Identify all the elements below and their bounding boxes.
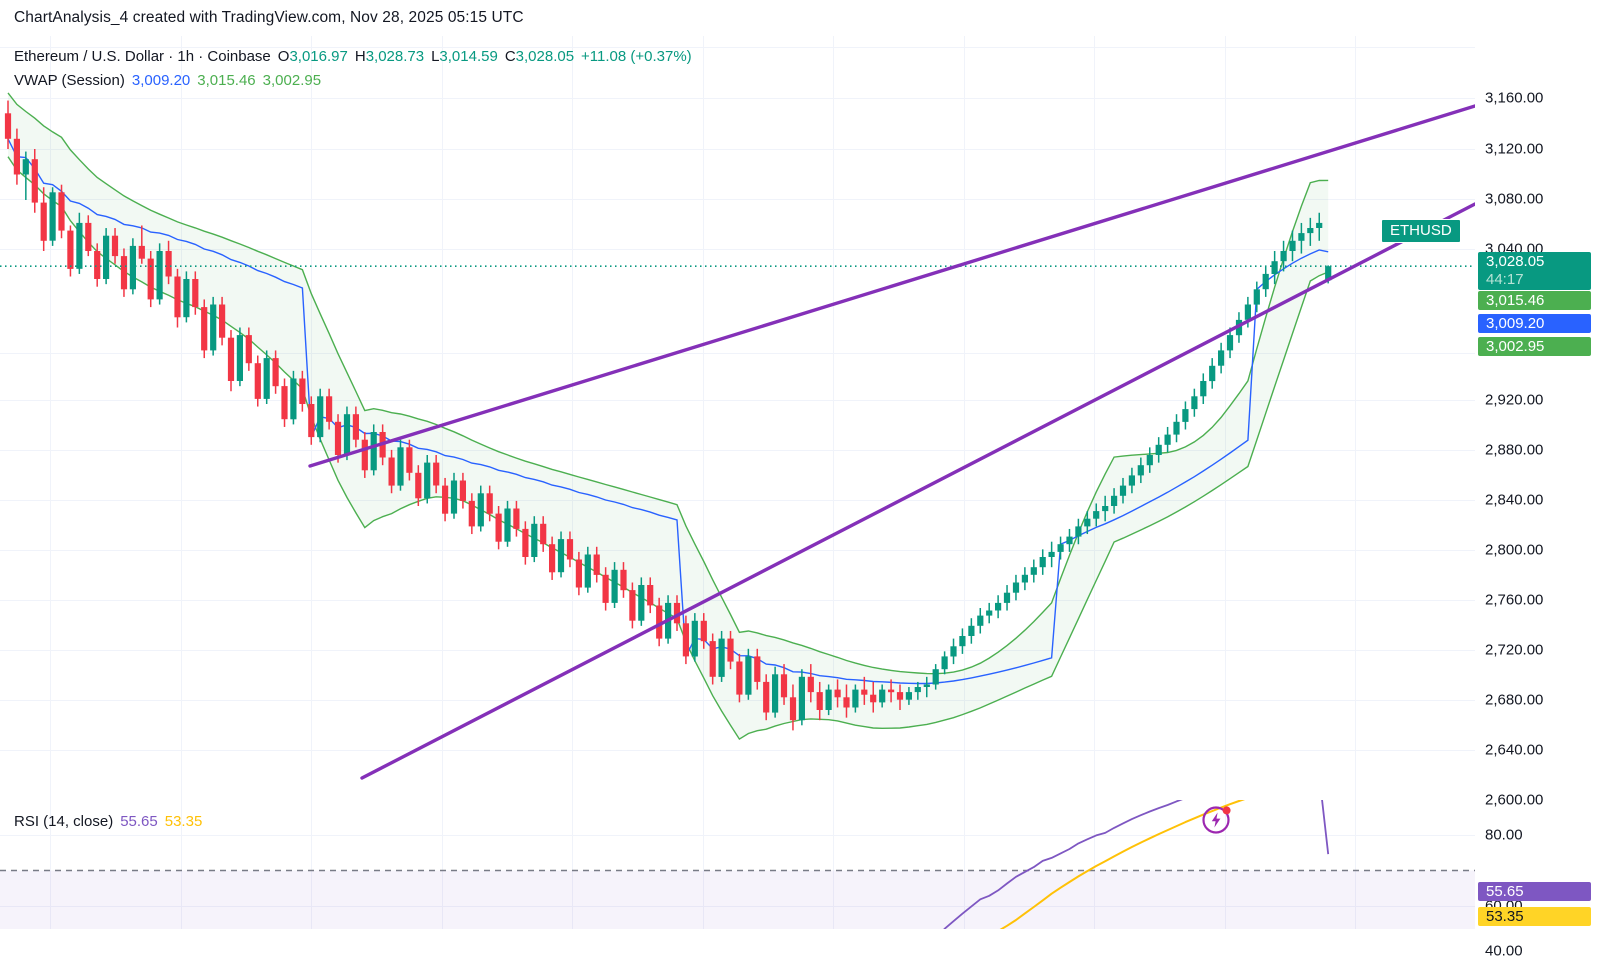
price-pane[interactable]: Ethereum / U.S. Dollar · 1h · Coinbase O… (0, 36, 1475, 800)
rsi-axis-tick-2: 40.00 (1485, 942, 1523, 960)
symbol-badge: ETHUSD (1381, 219, 1461, 243)
price-axis[interactable]: 3,160.00 3,120.00 3,080.00 3,040.00 2,920.00… (1475, 36, 1600, 960)
price-axis-tick-2: 3,080.00 (1485, 190, 1544, 208)
last-price-badge[interactable]: 3,028.05 44:17 (1478, 252, 1591, 290)
rsi-legend-name: RSI (14, close) (14, 813, 114, 830)
chart-frame: Ethereum / U.S. Dollar · 1h · Coinbase O… (0, 36, 1600, 960)
rsi-ma-value-badge[interactable]: 53.35 (1478, 907, 1591, 926)
rsi-value-badge[interactable]: 55.65 (1478, 882, 1591, 901)
price-plot (0, 36, 1475, 800)
vwap-badge[interactable]: 3,009.20 (1478, 314, 1591, 333)
price-axis-tick-5: 2,880.00 (1485, 441, 1544, 459)
rsi-pane[interactable]: RSI (14, close) 55.65 53.35 (0, 800, 1475, 929)
price-axis-tick-4: 2,920.00 (1485, 391, 1544, 409)
window-title-bar: ChartAnalysis_4 created with TradingView… (0, 0, 1600, 36)
vwap-badge-text: 3,009.20 (1486, 315, 1545, 332)
price-axis-tick-12: 2,600.00 (1485, 791, 1544, 809)
rsi-legend-ma-value: 53.35 (164, 813, 203, 830)
price-axis-tick-10: 2,680.00 (1485, 691, 1544, 709)
rsi-legend-value: 55.65 (120, 813, 158, 830)
price-axis-tick-9: 2,720.00 (1485, 641, 1544, 659)
price-axis-tick-1: 3,120.00 (1485, 140, 1544, 158)
vwap-lower-badge[interactable]: 3,002.95 (1478, 337, 1591, 356)
price-axis-tick-7: 2,800.00 (1485, 541, 1544, 559)
rsi-ma-value-badge-text: 53.35 (1486, 908, 1524, 925)
vwap-upper-badge[interactable]: 3,015.46 (1478, 291, 1591, 310)
rsi-axis-tick-0: 80.00 (1485, 826, 1523, 844)
price-axis-tick-11: 2,640.00 (1485, 741, 1544, 759)
last-price-badge-countdown: 44:17 (1486, 271, 1524, 288)
title-text: ChartAnalysis_4 created with TradingView… (14, 9, 524, 26)
vwap-lower-badge-text: 3,002.95 (1486, 338, 1545, 355)
price-axis-tick-0: 3,160.00 (1485, 89, 1544, 107)
rsi-plot (0, 800, 1475, 929)
last-price-badge-text: 3,028.05 (1486, 253, 1545, 270)
rsi-legend: RSI (14, close) 55.65 53.35 (14, 812, 202, 832)
lightning-bolt-icon[interactable] (1201, 803, 1233, 835)
price-axis-tick-8: 2,760.00 (1485, 591, 1544, 609)
vwap-upper-badge-text: 3,015.46 (1486, 292, 1545, 309)
price-axis-tick-6: 2,840.00 (1485, 491, 1544, 509)
rsi-value-badge-text: 55.65 (1486, 883, 1524, 900)
